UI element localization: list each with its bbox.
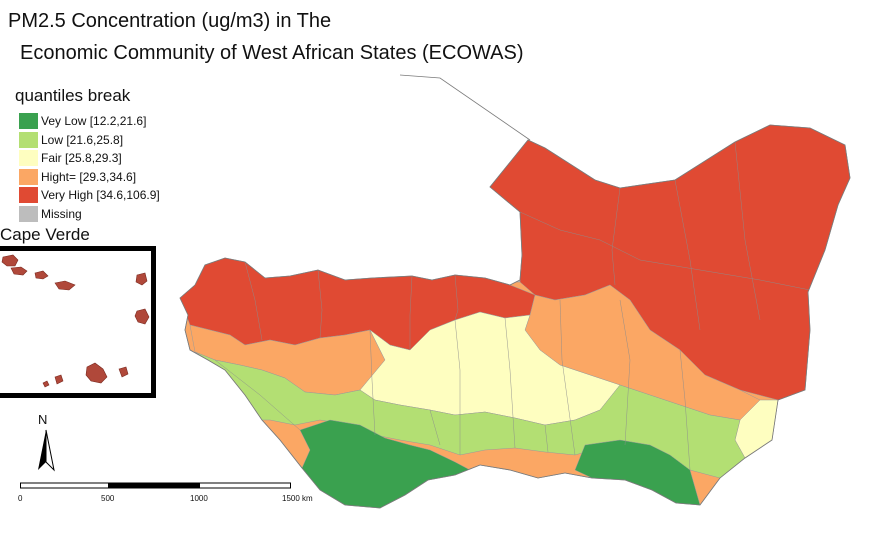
legend-swatch xyxy=(19,168,38,185)
legend-label: Fair [25.8,29.3] xyxy=(41,151,122,166)
map-title-line2: Economic Community of West African State… xyxy=(20,42,524,64)
north-arrow-icon xyxy=(38,429,55,472)
island-fogo xyxy=(54,374,64,385)
missing-region-outline xyxy=(399,74,531,141)
ecowas-outline xyxy=(179,124,851,509)
legend-swatch xyxy=(19,113,38,130)
legend-swatch xyxy=(19,187,38,204)
scale-tick-1500: 1500 km xyxy=(282,494,313,503)
cape-verde-inset xyxy=(0,246,156,398)
island-sao-nicolau xyxy=(34,270,49,280)
scale-bar xyxy=(20,482,291,489)
legend-label: Low [21.6,25.8] xyxy=(41,132,124,147)
legend-item-very-low: Vey Low [12.2,21.6] xyxy=(19,112,160,131)
north-arrow-label: N xyxy=(38,412,48,427)
map-title-line1: PM2.5 Concentration (ug/m3) in The xyxy=(8,10,332,32)
legend-item-fair: Fair [25.8,29.3] xyxy=(19,149,160,168)
island-brava xyxy=(42,380,50,388)
island-sao-vicente xyxy=(10,266,28,276)
admin-boundaries xyxy=(214,141,811,471)
legend-title: quantiles break xyxy=(15,86,131,105)
legend-item-very-high: Very High [34.6,106.9] xyxy=(19,186,160,205)
legend-swatch xyxy=(19,131,38,148)
island-maio xyxy=(118,366,129,378)
island-santiago xyxy=(85,362,108,384)
scale-tick-0: 0 xyxy=(18,494,23,503)
legend-swatch xyxy=(19,205,38,222)
legend-swatch xyxy=(19,150,38,167)
legend-label: Very High [34.6,106.9] xyxy=(41,188,160,203)
inset-label-cape-verde: Cape Verde xyxy=(0,225,90,244)
island-boa-vista xyxy=(134,308,150,325)
scale-tick-1000: 1000 xyxy=(190,494,208,503)
legend: Vey Low [12.2,21.6] Low [21.6,25.8] Fair… xyxy=(19,112,160,223)
legend-label: Vey Low [12.2,21.6] xyxy=(41,114,147,129)
island-sao-nicolau-east xyxy=(54,280,76,291)
island-sal xyxy=(135,272,148,286)
legend-item-missing: Missing xyxy=(19,205,160,224)
cape-verde-islands xyxy=(1,254,150,388)
legend-item-high: Hight= [29.3,34.6] xyxy=(19,168,160,187)
legend-label: Hight= [29.3,34.6] xyxy=(41,169,137,184)
island-santo-antao xyxy=(1,254,19,267)
legend-label: Missing xyxy=(41,206,82,221)
legend-item-low: Low [21.6,25.8] xyxy=(19,131,160,150)
scale-tick-500: 500 xyxy=(101,494,115,503)
